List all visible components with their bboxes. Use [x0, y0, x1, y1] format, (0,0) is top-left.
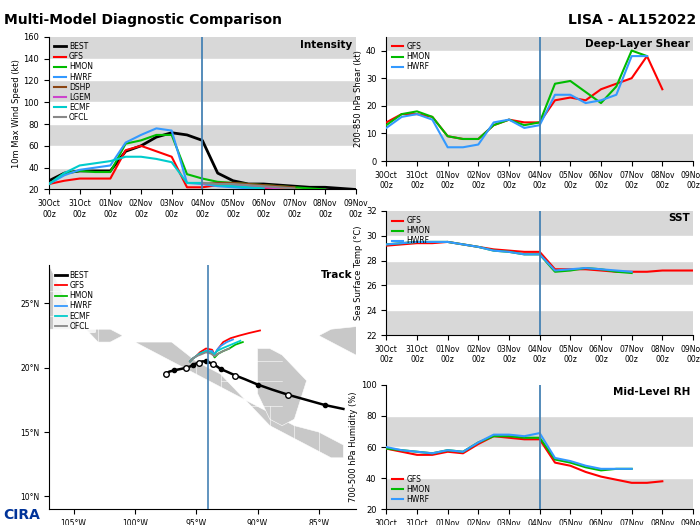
Text: Intensity: Intensity — [300, 40, 353, 50]
Legend: BEST, GFS, HMON, HWRF, ECMF, OFCL: BEST, GFS, HMON, HWRF, ECMF, OFCL — [52, 269, 96, 333]
Bar — [49, 59, 356, 80]
Polygon shape — [49, 214, 356, 265]
Text: CIRA: CIRA — [4, 508, 41, 522]
Text: SST: SST — [668, 213, 690, 223]
Bar — [386, 106, 693, 133]
Legend: BEST, GFS, HMON, HWRF, DSHP, LGEM, ECMF, OFCL: BEST, GFS, HMON, HWRF, DSHP, LGEM, ECMF,… — [52, 40, 94, 124]
Text: Mid-Level RH: Mid-Level RH — [612, 387, 690, 397]
Polygon shape — [49, 265, 344, 458]
Legend: GFS, HMON, HWRF: GFS, HMON, HWRF — [390, 40, 432, 73]
Text: Multi-Model Diagnostic Comparison: Multi-Model Diagnostic Comparison — [4, 13, 281, 27]
Bar — [386, 50, 693, 78]
Y-axis label: Sea Surface Temp (°C): Sea Surface Temp (°C) — [354, 226, 363, 320]
Y-axis label: 700-500 hPa Humidity (%): 700-500 hPa Humidity (%) — [349, 392, 358, 502]
Bar — [49, 102, 356, 124]
Legend: GFS, HMON, HWRF: GFS, HMON, HWRF — [390, 215, 432, 247]
Bar — [386, 447, 693, 478]
Bar — [386, 236, 693, 260]
Text: LISA - AL152022: LISA - AL152022 — [568, 13, 696, 27]
Y-axis label: 200-850 hPa Shear (kt): 200-850 hPa Shear (kt) — [354, 50, 363, 148]
Polygon shape — [319, 327, 454, 374]
Legend: GFS, HMON, HWRF: GFS, HMON, HWRF — [390, 473, 432, 506]
Bar — [386, 286, 693, 310]
Polygon shape — [356, 291, 380, 323]
Text: Track: Track — [321, 270, 353, 280]
Polygon shape — [258, 349, 307, 426]
Bar — [386, 385, 693, 416]
Text: Deep-Layer Shear: Deep-Layer Shear — [585, 39, 690, 49]
Bar — [49, 146, 356, 167]
Y-axis label: 10m Max Wind Speed (kt): 10m Max Wind Speed (kt) — [12, 59, 20, 167]
